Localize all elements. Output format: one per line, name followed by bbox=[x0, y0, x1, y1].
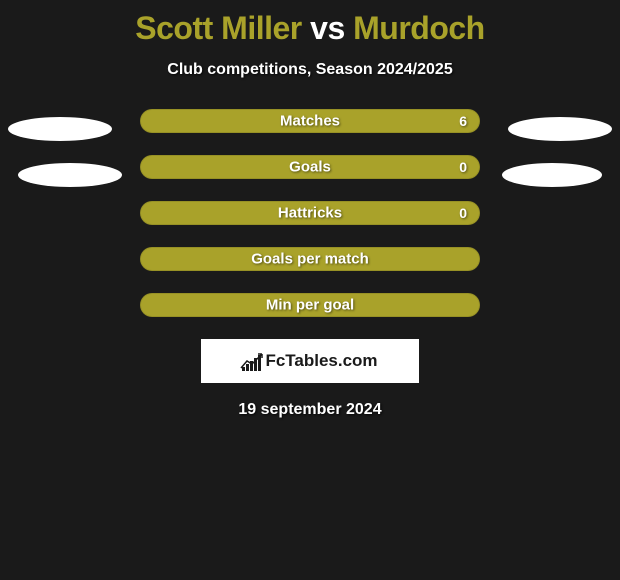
comparison-container: Scott Miller vs Murdoch Club competition… bbox=[0, 0, 620, 580]
stat-label: Hattricks bbox=[278, 205, 342, 222]
player2-name: Murdoch bbox=[353, 10, 485, 46]
trend-line-icon bbox=[240, 353, 264, 369]
stat-label: Goals per match bbox=[251, 251, 369, 268]
stat-bar: Matches 6 bbox=[140, 109, 480, 133]
stat-bars: Matches 6 Goals 0 Hattricks 0 Goals per match M… bbox=[0, 109, 620, 317]
player1-name: Scott Miller bbox=[135, 10, 301, 46]
subtitle: Club competitions, Season 2024/2025 bbox=[0, 61, 620, 79]
stat-value: 0 bbox=[459, 205, 467, 221]
stat-bar: Goals per match bbox=[140, 247, 480, 271]
chart-icon bbox=[242, 351, 261, 371]
logo-text: FcTables.com bbox=[265, 351, 377, 371]
ellipse-right-icon bbox=[508, 117, 612, 141]
stat-bar: Hattricks 0 bbox=[140, 201, 480, 225]
ellipse-left-icon bbox=[8, 117, 112, 141]
stats-area: Matches 6 Goals 0 Hattricks 0 Goals per match M… bbox=[0, 109, 620, 419]
stat-label: Goals bbox=[289, 159, 331, 176]
stat-value: 6 bbox=[459, 113, 467, 129]
ellipse-right-icon bbox=[502, 163, 602, 187]
stat-label: Matches bbox=[280, 113, 340, 130]
stat-bar: Goals 0 bbox=[140, 155, 480, 179]
vs-text: vs bbox=[302, 10, 353, 46]
date-text: 19 september 2024 bbox=[0, 401, 620, 419]
logo-box: FcTables.com bbox=[201, 339, 419, 383]
stat-bar: Min per goal bbox=[140, 293, 480, 317]
stat-value: 0 bbox=[459, 159, 467, 175]
ellipse-left-icon bbox=[18, 163, 122, 187]
page-title: Scott Miller vs Murdoch bbox=[0, 0, 620, 47]
stat-label: Min per goal bbox=[266, 297, 354, 314]
